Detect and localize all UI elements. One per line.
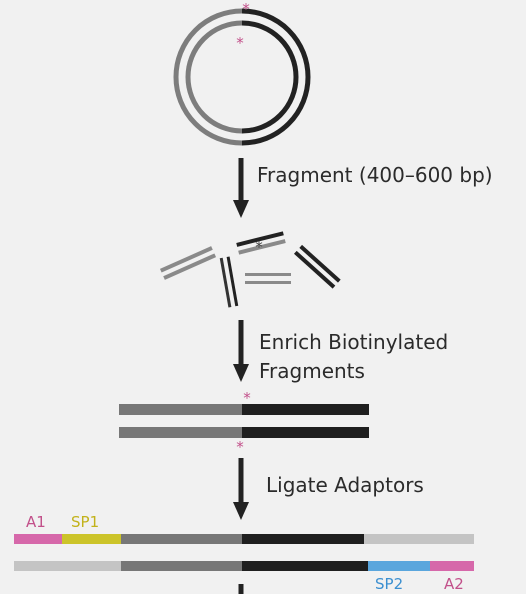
biotin-marker-circle-inner: * — [236, 34, 244, 52]
ligated-top-strand — [14, 534, 474, 544]
dna-fragments — [159, 231, 341, 308]
adaptor-label-a2: A2 — [444, 575, 464, 593]
step-label-enrich-line1: Enrich Biotinylated — [259, 330, 448, 354]
biotin-marker-enriched-top: * — [243, 389, 251, 407]
step-label-ligate: Ligate Adaptors — [266, 473, 424, 497]
adaptor-label-sp2: SP2 — [375, 575, 403, 593]
circular-dna — [173, 8, 311, 146]
step-label-enrich-line2: Fragments — [259, 359, 365, 383]
arrow-enrich — [233, 320, 249, 382]
biotin-marker-fragment: * — [255, 238, 263, 256]
ligated-bottom-strand — [14, 561, 474, 571]
arrow-ligate — [233, 458, 249, 520]
adaptor-label-sp1: SP1 — [71, 513, 99, 531]
adaptor-label-a1: A1 — [26, 513, 46, 531]
step-label-fragment: Fragment (400–600 bp) — [257, 163, 493, 187]
biotin-marker-enriched-bottom: * — [236, 438, 244, 456]
arrow-fragment — [233, 158, 249, 218]
biotin-marker-circle-outer: * — [242, 0, 250, 18]
enriched-fragment — [119, 404, 369, 438]
